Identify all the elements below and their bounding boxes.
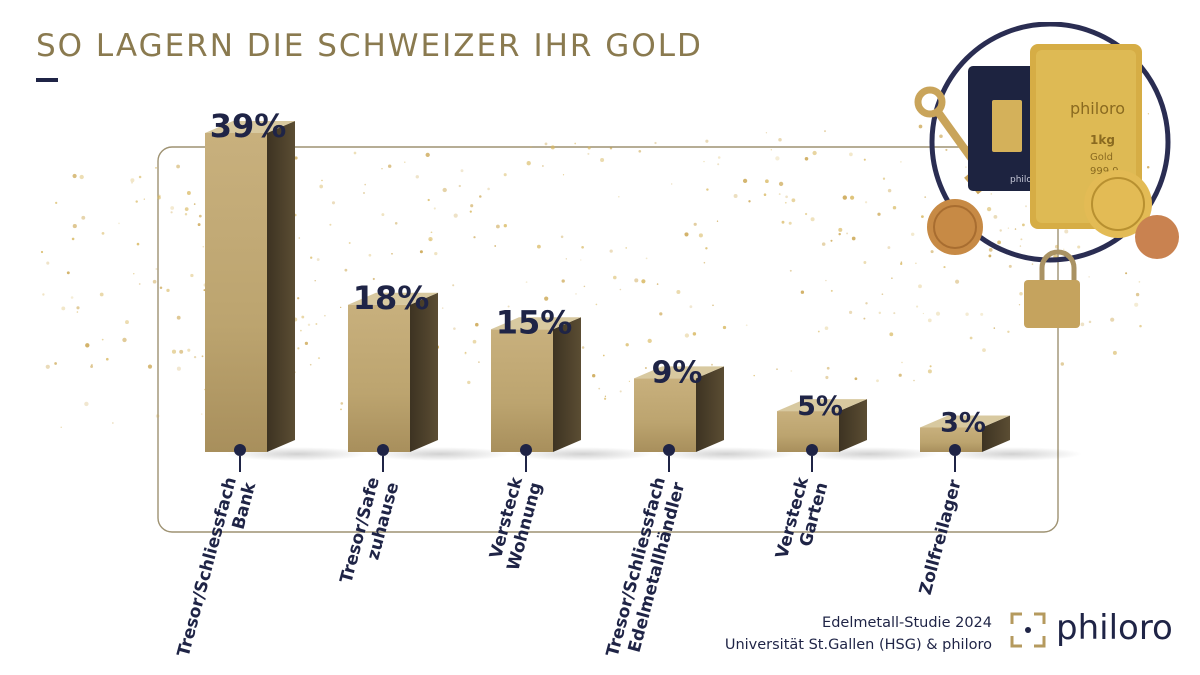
bar-2 bbox=[348, 304, 410, 452]
bar-3 bbox=[491, 329, 553, 452]
bar-brand-text: philoro bbox=[1070, 99, 1125, 118]
bar-top-1 bbox=[205, 121, 295, 133]
category-marker-dot bbox=[377, 444, 389, 456]
bar-side-6 bbox=[982, 415, 1010, 452]
bar-side-4 bbox=[696, 366, 724, 452]
bar-value-label-6: 3% bbox=[940, 407, 986, 438]
bar-4 bbox=[634, 378, 696, 452]
bar-top-5 bbox=[777, 399, 867, 412]
gold-coin-left bbox=[927, 199, 983, 255]
bar-purity-text: 999.9 bbox=[1090, 166, 1119, 177]
bar-side-5 bbox=[839, 399, 867, 452]
bar-top-6 bbox=[920, 415, 1010, 428]
category-marker-dot bbox=[520, 444, 532, 456]
small-bar-brand: philoro bbox=[1010, 175, 1041, 185]
small-gold-bar-card: philoro bbox=[968, 66, 1048, 191]
gold-coin-philharmonic bbox=[1084, 170, 1152, 238]
source-line-1: Edelmetall-Studie 2024 bbox=[822, 615, 992, 631]
category-label-line: Zollfreilager bbox=[916, 477, 966, 597]
category-marker-dot bbox=[806, 444, 818, 456]
bar-value-label-2: 18% bbox=[353, 279, 430, 317]
bar-side-1 bbox=[267, 121, 295, 452]
page-title: SO LAGERN DIE SCHWEIZER IHR GOLD bbox=[36, 28, 703, 64]
bar-weight-text: 1kg bbox=[1090, 133, 1115, 147]
padlock-icon bbox=[1024, 249, 1080, 328]
philoro-logo-text: philoro bbox=[1056, 608, 1173, 648]
bar-metal-text: Gold bbox=[1090, 152, 1113, 163]
bar-top-3 bbox=[491, 317, 581, 330]
bar-value-label-3: 15% bbox=[496, 303, 573, 341]
bar-value-label-4: 9% bbox=[652, 355, 703, 390]
philoro-logo: philoro bbox=[1010, 608, 1175, 654]
bar-5 bbox=[777, 411, 839, 452]
bar-top-2 bbox=[348, 292, 438, 305]
gold-coin-right bbox=[1135, 215, 1179, 259]
category-label-6: Zollfreilager bbox=[916, 477, 966, 597]
category-marker-dot bbox=[234, 444, 246, 456]
philoro-logo-mark-icon bbox=[1010, 612, 1046, 648]
title-accent-line bbox=[36, 78, 58, 82]
bar-1 bbox=[205, 133, 267, 452]
illustration-ring bbox=[929, 22, 1171, 263]
source-line-2: Universität St.Gallen (HSG) & philoro bbox=[724, 637, 992, 653]
bar-side-3 bbox=[553, 317, 581, 452]
category-marker-dot bbox=[663, 444, 675, 456]
bar-side-2 bbox=[410, 292, 438, 452]
source-note: Edelmetall-Studie 2024 Universität St.Ga… bbox=[725, 612, 992, 656]
gold-products-illustration: philoro philoro 1kg Gold 999.9 bbox=[914, 22, 1179, 328]
category-label-line: Tresor/Schliessfach bbox=[174, 475, 241, 659]
bar-value-label-5: 5% bbox=[797, 391, 843, 422]
bar-value-label-1: 39% bbox=[210, 107, 287, 145]
category-marker-dot bbox=[949, 444, 961, 456]
bar-top-4 bbox=[634, 366, 724, 379]
chart-frame bbox=[157, 146, 1059, 533]
